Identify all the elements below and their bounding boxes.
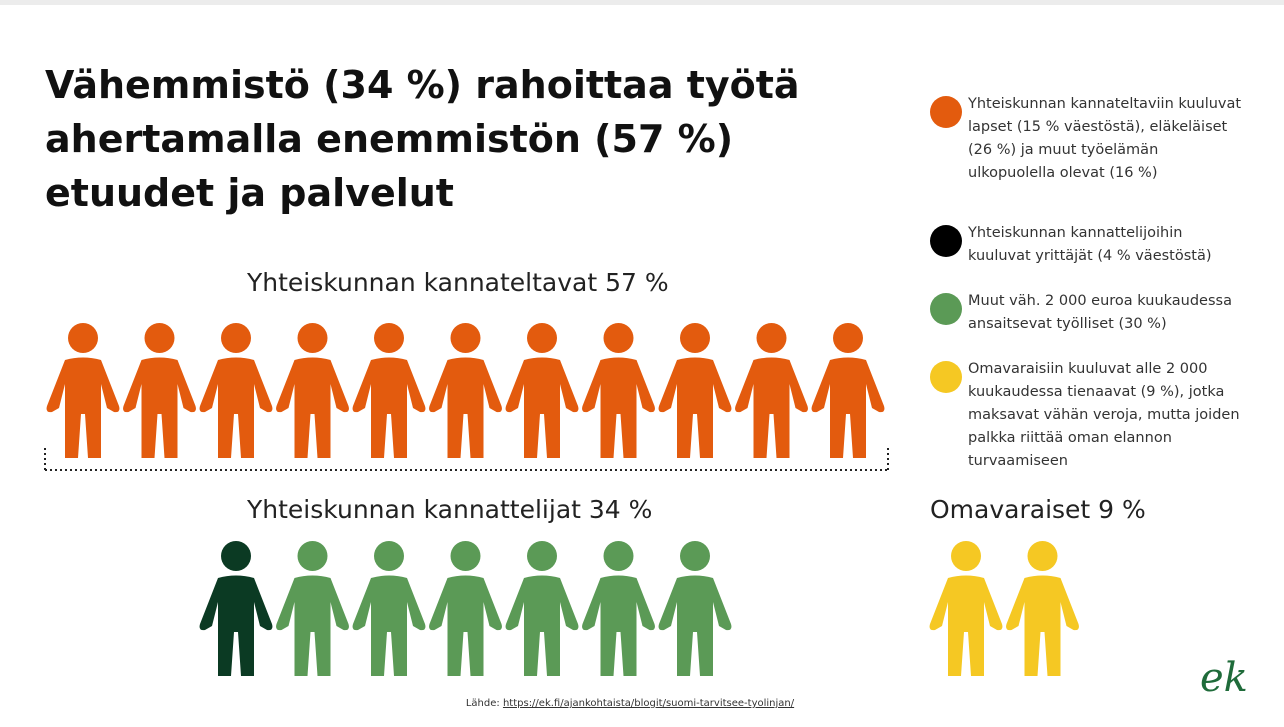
source-prefix: Lähde:: [465, 698, 500, 709]
person-figure: [352, 323, 426, 458]
figure-head: [680, 323, 710, 353]
figure-body: [929, 575, 1003, 676]
person-figure: [582, 323, 655, 458]
figure-body: [199, 575, 273, 676]
figure-body: [429, 357, 502, 458]
person-figure: [658, 541, 732, 676]
person-figure: [199, 541, 273, 676]
figure-body: [505, 575, 579, 676]
figure-body: [352, 357, 426, 458]
figure-body: [658, 575, 732, 676]
person-figure: [352, 541, 426, 676]
figure-body: [658, 357, 732, 458]
legend-dot: [930, 96, 962, 128]
person-figure: [929, 541, 1003, 676]
person-figure: [505, 323, 579, 458]
legend-dot: [930, 361, 962, 393]
person-figure: [276, 541, 349, 676]
figure-head: [297, 323, 328, 353]
figure-body: [1006, 575, 1079, 676]
figure-body: [276, 575, 349, 676]
figure-body: [429, 575, 502, 676]
person-figure: [429, 323, 502, 458]
figure-head: [1027, 541, 1058, 571]
figure-body: [123, 357, 196, 458]
person-figure: [429, 541, 502, 676]
figure-head: [603, 541, 634, 571]
person-figure: [582, 541, 655, 676]
top-band: [0, 0, 1284, 5]
figure-head: [527, 323, 557, 353]
legend-dot: [930, 293, 962, 325]
figure-body: [199, 357, 273, 458]
legend-text: Yhteiskunnan kannattelijoihin kuuluvat y…: [968, 225, 1212, 264]
person-figure: [658, 323, 732, 458]
figure-head: [951, 541, 981, 571]
figure-head: [144, 323, 175, 353]
group-label: Yhteiskunnan kannattelijat 34 %: [247, 495, 653, 524]
figure-head: [297, 541, 328, 571]
figure-body: [276, 357, 349, 458]
figure-head: [527, 541, 557, 571]
source-link[interactable]: https://ek.fi/ajankohtaista/blogit/suomi…: [502, 698, 795, 709]
figure-head: [833, 323, 863, 353]
person-figure: [199, 323, 273, 458]
person-figure: [276, 323, 349, 458]
figure-head: [603, 323, 634, 353]
logo: ek: [1200, 655, 1248, 701]
person-figure: [1006, 541, 1079, 676]
person-figure: [811, 323, 885, 458]
figure-head: [374, 541, 404, 571]
legend-dot: [930, 225, 962, 257]
figure-body: [352, 575, 426, 676]
figure-head: [450, 541, 481, 571]
bracket: [44, 448, 889, 471]
legend-text: Yhteiskunnan kannateltaviin kuuluvat lap…: [968, 96, 1242, 181]
figure-body: [46, 357, 120, 458]
figure-head: [680, 541, 710, 571]
person-figure: [735, 323, 808, 458]
figure-body: [582, 357, 655, 458]
figure-head: [221, 541, 251, 571]
legend-text: Muut väh. 2 000 euroa kuukaudessa ansait…: [968, 293, 1232, 332]
figure-head: [68, 323, 98, 353]
person-figure: [505, 541, 579, 676]
figure-head: [221, 323, 251, 353]
legend-text: Omavaraisiin kuuluvat alle 2 000 kuukaud…: [968, 361, 1240, 469]
figure-head: [756, 323, 787, 353]
figure-head: [374, 323, 404, 353]
person-figure: [46, 323, 120, 458]
group-label: Yhteiskunnan kannateltavat 57 %: [247, 268, 669, 297]
title: Vähemmistö (34 %) rahoittaa työtä aherta…: [45, 63, 800, 215]
person-figure: [123, 323, 196, 458]
figure-body: [735, 357, 808, 458]
source: Lähde: https://ek.fi/ajankohtaista/blogi…: [0, 698, 1260, 709]
figure-head: [450, 323, 481, 353]
group-label: Omavaraiset 9 %: [930, 495, 1146, 524]
figure-body: [505, 357, 579, 458]
figure-body: [582, 575, 655, 676]
figure-body: [811, 357, 885, 458]
